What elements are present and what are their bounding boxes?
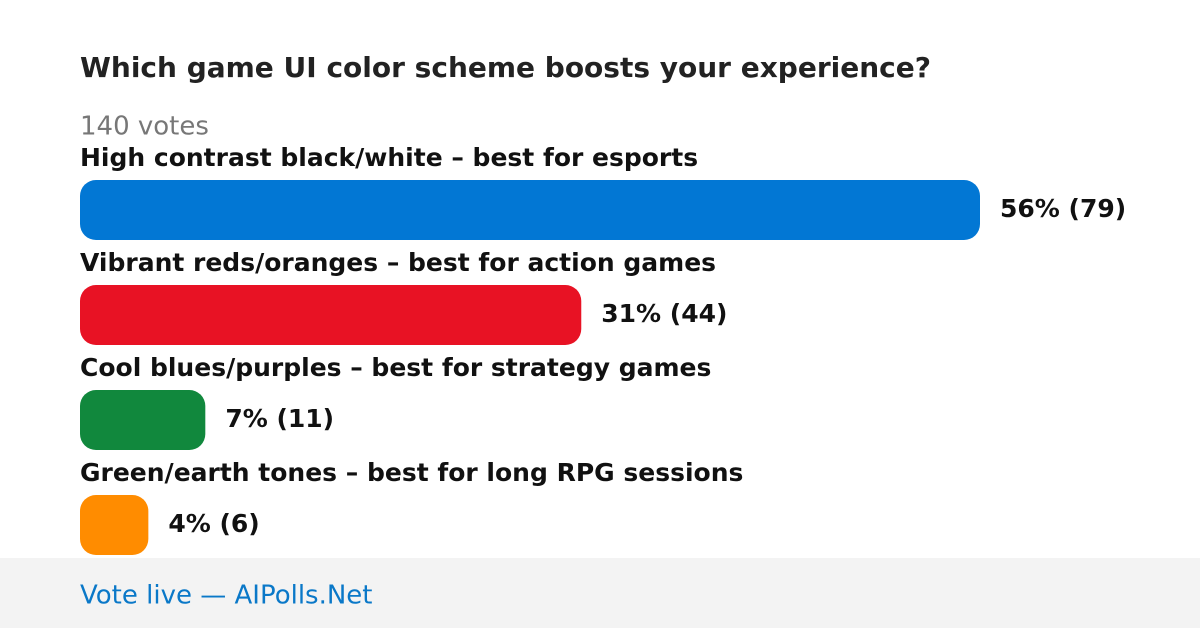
value-label: 4% (6) <box>168 509 259 538</box>
value-label: 7% (11) <box>225 404 334 433</box>
poll-title: Which game UI color scheme boosts your e… <box>80 51 931 84</box>
option-label: Cool blues/purples – best for strategy g… <box>80 353 711 382</box>
footer-band <box>0 558 1200 628</box>
footer-link[interactable]: Vote live — AIPolls.Net <box>80 581 373 611</box>
option-label: Vibrant reds/oranges – best for action g… <box>80 248 716 277</box>
option-label: Green/earth tones – best for long RPG se… <box>80 458 743 487</box>
bar <box>80 180 980 240</box>
option-label: High contrast black/white – best for esp… <box>80 143 698 172</box>
vote-count: 140 votes <box>80 112 209 142</box>
bar <box>80 390 206 450</box>
value-label: 31% (44) <box>601 299 727 328</box>
bar <box>80 285 582 345</box>
bar <box>80 495 149 555</box>
value-label: 56% (79) <box>1000 194 1126 223</box>
